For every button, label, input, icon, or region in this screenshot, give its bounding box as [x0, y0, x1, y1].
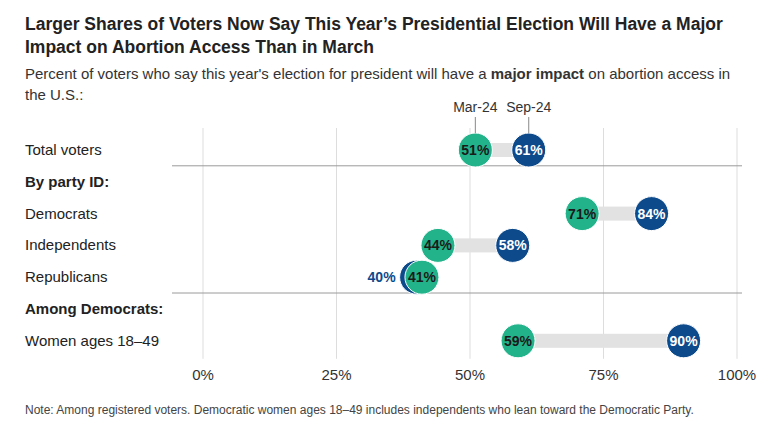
subtitle-part: who [142, 65, 171, 82]
subtitle-part: election [273, 65, 325, 82]
data-label: 58% [499, 237, 528, 253]
legend-pointer [475, 117, 476, 133]
subtitle-part: this [202, 65, 225, 82]
title-part: Impact [25, 37, 82, 57]
group-header: Among Democrats: [25, 300, 163, 317]
title-part: Major [676, 14, 723, 34]
tick-label: 0% [192, 366, 214, 383]
subtitle-part: in [718, 65, 730, 82]
title-part: Access [189, 37, 251, 57]
dot [635, 197, 669, 231]
dot [421, 228, 455, 262]
subtitle-part: for [329, 65, 347, 82]
tick-label: 100% [718, 366, 756, 383]
subtitle-part: U.S.: [50, 86, 83, 103]
title-part: Now [227, 14, 264, 34]
title-part: a [661, 14, 671, 34]
dot [458, 133, 492, 167]
category-label: Total voters [25, 141, 102, 158]
grid-line [603, 128, 604, 359]
dot [496, 228, 530, 262]
title-part: March [322, 37, 374, 57]
subtitle-part: year's [229, 65, 269, 82]
tick-label: 75% [588, 366, 618, 383]
data-label: 44% [424, 237, 453, 253]
tick-label: 25% [321, 366, 351, 383]
tick-label: 50% [455, 366, 485, 383]
group-header: By party ID: [25, 173, 109, 190]
title-part: Voters [169, 14, 222, 34]
title-part: Larger [25, 14, 80, 34]
plot-area [400, 133, 701, 358]
data-label: 71% [568, 206, 597, 222]
title-part: of [148, 14, 165, 34]
legend-label: Sep-24 [506, 99, 551, 115]
title-part: Will [579, 14, 610, 34]
subtitle-part: impact [536, 65, 584, 82]
subtitle-part: abortion [609, 65, 663, 82]
subtitle: Percent of voters who say this year's el… [25, 65, 730, 82]
title-part: on [86, 37, 107, 57]
title-part: Abortion [112, 37, 185, 57]
subtitle-part: have [442, 65, 475, 82]
category-label: Democrats [25, 205, 98, 222]
subtitle-part: major [491, 65, 532, 82]
grid-line [336, 128, 337, 359]
category-label: Women ages 18–49 [25, 332, 159, 349]
data-label: 40% [368, 269, 397, 285]
legend-pointer [528, 117, 529, 133]
subtitle-part: will [416, 65, 438, 82]
title-part: in [302, 37, 318, 57]
subtitle-part: voters [98, 65, 139, 82]
subtitle-part: access [668, 65, 715, 82]
data-label: 84% [638, 206, 667, 222]
grid-line [203, 128, 204, 359]
subtitle-part: president [351, 65, 414, 82]
title-part: Have [615, 14, 657, 34]
subtitle: the U.S.: [25, 86, 83, 103]
data-label: 59% [504, 333, 533, 349]
subtitle-part: the [25, 86, 46, 103]
grid-line [737, 128, 738, 359]
separator [172, 293, 742, 294]
category-label: Republicans [25, 268, 108, 285]
separator [172, 165, 742, 166]
title-part: Year’s [345, 14, 397, 34]
chart: Larger Shares of Voters Now Say This Yea… [0, 0, 768, 432]
dot [501, 324, 535, 358]
dot [405, 260, 439, 294]
title-part: Presidential [402, 14, 501, 34]
title-part: Election [506, 14, 574, 34]
subtitle-part: on [588, 65, 605, 82]
legend-label: Mar-24 [453, 99, 498, 115]
title: Larger Shares of Voters Now Say This Yea… [25, 14, 723, 34]
subtitle-part: Percent [25, 65, 78, 82]
subtitle-part: of [81, 65, 94, 82]
category-label: Independents [25, 236, 116, 253]
data-label: 41% [408, 269, 437, 285]
title-part: Shares [84, 14, 143, 34]
data-label: 61% [515, 142, 544, 158]
connector [518, 334, 684, 348]
title-part: Than [255, 37, 297, 57]
subtitle-part: say [174, 65, 198, 82]
dot [667, 324, 701, 358]
title-part: This [305, 14, 341, 34]
title: Impact on Abortion Access Than in March [25, 37, 374, 57]
data-label: 90% [670, 333, 699, 349]
title-part: Say [269, 14, 300, 34]
data-labels: 51% 61% 71% 84% 44% 58% 41% 40% 59% 90% [368, 142, 699, 349]
note: Note: Among registered voters. Democrati… [25, 403, 694, 417]
data-label: 51% [461, 142, 490, 158]
dot [512, 133, 546, 167]
dot [565, 197, 599, 231]
